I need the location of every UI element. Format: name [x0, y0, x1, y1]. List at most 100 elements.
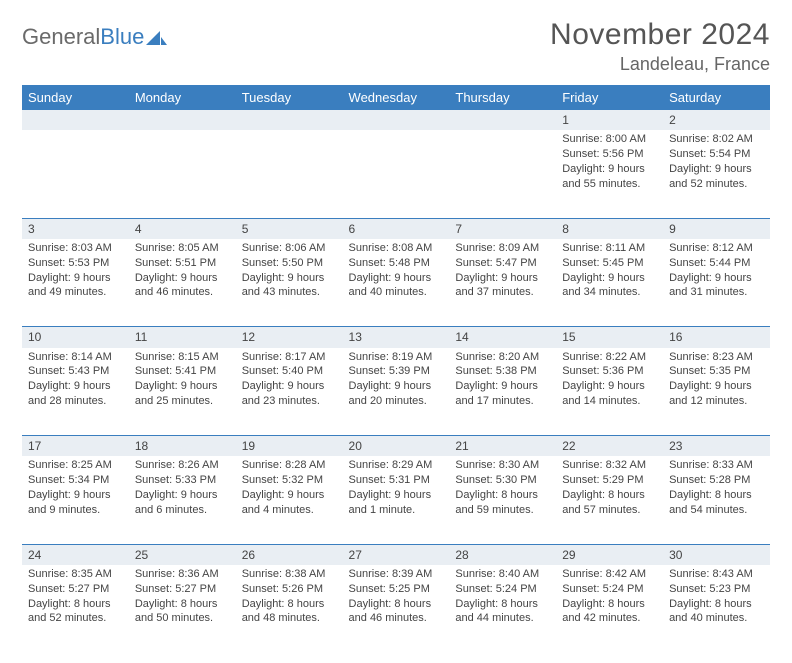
day-cell-content: Sunrise: 8:32 AMSunset: 5:29 PMDaylight:… — [556, 456, 663, 521]
day-number-cell: 15 — [556, 327, 663, 348]
sunset-text: Sunset: 5:45 PM — [562, 256, 657, 271]
day-number-cell: 30 — [663, 544, 770, 565]
sunset-text: Sunset: 5:44 PM — [669, 256, 764, 271]
day-number-cell: 3 — [22, 218, 129, 239]
day-cell-content: Sunrise: 8:23 AMSunset: 5:35 PMDaylight:… — [663, 348, 770, 413]
sunset-text: Sunset: 5:48 PM — [349, 256, 444, 271]
sunrise-text: Sunrise: 8:30 AM — [455, 458, 550, 473]
day-cell-content: Sunrise: 8:43 AMSunset: 5:23 PMDaylight:… — [663, 565, 770, 630]
daylight-text: Daylight: 9 hours and 55 minutes. — [562, 162, 657, 192]
sunrise-text: Sunrise: 8:40 AM — [455, 567, 550, 582]
day-cell: Sunrise: 8:40 AMSunset: 5:24 PMDaylight:… — [449, 565, 556, 653]
day-header: Saturday — [663, 85, 770, 110]
day-number-cell: 26 — [236, 544, 343, 565]
sunrise-text: Sunrise: 8:03 AM — [28, 241, 123, 256]
sunrise-text: Sunrise: 8:08 AM — [349, 241, 444, 256]
day-number-cell: 11 — [129, 327, 236, 348]
day-cell-content: Sunrise: 8:28 AMSunset: 5:32 PMDaylight:… — [236, 456, 343, 521]
day-number-row: 24252627282930 — [22, 544, 770, 565]
day-data-row: Sunrise: 8:35 AMSunset: 5:27 PMDaylight:… — [22, 565, 770, 653]
sunset-text: Sunset: 5:43 PM — [28, 364, 123, 379]
sunset-text: Sunset: 5:25 PM — [349, 582, 444, 597]
sunset-text: Sunset: 5:47 PM — [455, 256, 550, 271]
day-cell: Sunrise: 8:08 AMSunset: 5:48 PMDaylight:… — [343, 239, 450, 327]
day-cell-content: Sunrise: 8:12 AMSunset: 5:44 PMDaylight:… — [663, 239, 770, 304]
day-cell-content: Sunrise: 8:35 AMSunset: 5:27 PMDaylight:… — [22, 565, 129, 630]
daylight-text: Daylight: 8 hours and 59 minutes. — [455, 488, 550, 518]
day-number-cell — [236, 110, 343, 130]
sunset-text: Sunset: 5:53 PM — [28, 256, 123, 271]
day-cell: Sunrise: 8:35 AMSunset: 5:27 PMDaylight:… — [22, 565, 129, 653]
day-cell-content: Sunrise: 8:30 AMSunset: 5:30 PMDaylight:… — [449, 456, 556, 521]
day-number-cell: 16 — [663, 327, 770, 348]
day-data-row: Sunrise: 8:14 AMSunset: 5:43 PMDaylight:… — [22, 348, 770, 436]
daylight-text: Daylight: 8 hours and 50 minutes. — [135, 597, 230, 627]
day-number-cell: 19 — [236, 436, 343, 457]
daylight-text: Daylight: 9 hours and 25 minutes. — [135, 379, 230, 409]
day-cell-content: Sunrise: 8:19 AMSunset: 5:39 PMDaylight:… — [343, 348, 450, 413]
day-cell: Sunrise: 8:03 AMSunset: 5:53 PMDaylight:… — [22, 239, 129, 327]
daylight-text: Daylight: 8 hours and 48 minutes. — [242, 597, 337, 627]
day-number-cell: 13 — [343, 327, 450, 348]
day-cell-content: Sunrise: 8:40 AMSunset: 5:24 PMDaylight:… — [449, 565, 556, 630]
day-number-cell: 17 — [22, 436, 129, 457]
day-cell: Sunrise: 8:06 AMSunset: 5:50 PMDaylight:… — [236, 239, 343, 327]
logo-text-1: General — [22, 24, 100, 50]
day-number-cell: 27 — [343, 544, 450, 565]
day-cell — [343, 130, 450, 218]
day-cell: Sunrise: 8:00 AMSunset: 5:56 PMDaylight:… — [556, 130, 663, 218]
calendar-page: GeneralBlue November 2024 Landeleau, Fra… — [0, 0, 792, 663]
sunrise-text: Sunrise: 8:09 AM — [455, 241, 550, 256]
daylight-text: Daylight: 9 hours and 43 minutes. — [242, 271, 337, 301]
day-cell-content: Sunrise: 8:02 AMSunset: 5:54 PMDaylight:… — [663, 130, 770, 195]
day-data-row: Sunrise: 8:03 AMSunset: 5:53 PM Daylight:… — [22, 239, 770, 327]
sunset-text: Sunset: 5:29 PM — [562, 473, 657, 488]
logo-text-2: Blue — [100, 24, 144, 50]
daylight-text: Daylight: 9 hours and 1 minute. — [349, 488, 444, 518]
day-cell-content: Sunrise: 8:09 AMSunset: 5:47 PMDaylight:… — [449, 239, 556, 304]
day-number-cell — [22, 110, 129, 130]
day-cell-content: Sunrise: 8:22 AMSunset: 5:36 PMDaylight:… — [556, 348, 663, 413]
day-number-cell — [449, 110, 556, 130]
daylight-text: Daylight: 9 hours and 12 minutes. — [669, 379, 764, 409]
sunset-text: Sunset: 5:50 PM — [242, 256, 337, 271]
day-cell-content: Sunrise: 8:20 AMSunset: 5:38 PMDaylight:… — [449, 348, 556, 413]
day-cell-content: Sunrise: 8:03 AMSunset: 5:53 PMDaylight:… — [22, 239, 129, 304]
day-number-cell: 14 — [449, 327, 556, 348]
day-number-cell: 1 — [556, 110, 663, 130]
location-label: Landeleau, France — [550, 54, 770, 75]
logo: GeneralBlue — [22, 18, 168, 50]
sunset-text: Sunset: 5:33 PM — [135, 473, 230, 488]
day-cell: Sunrise: 8:28 AMSunset: 5:32 PMDaylight:… — [236, 456, 343, 544]
day-cell: Sunrise: 8:30 AMSunset: 5:30 PMDaylight:… — [449, 456, 556, 544]
sunset-text: Sunset: 5:23 PM — [669, 582, 764, 597]
sunrise-text: Sunrise: 8:06 AM — [242, 241, 337, 256]
day-number-cell: 24 — [22, 544, 129, 565]
day-cell-content: Sunrise: 8:05 AMSunset: 5:51 PMDaylight:… — [129, 239, 236, 304]
daylight-text: Daylight: 9 hours and 20 minutes. — [349, 379, 444, 409]
daylight-text: Daylight: 8 hours and 52 minutes. — [28, 597, 123, 627]
day-cell-content: Sunrise: 8:42 AMSunset: 5:24 PMDaylight:… — [556, 565, 663, 630]
sunrise-text: Sunrise: 8:11 AM — [562, 241, 657, 256]
sunset-text: Sunset: 5:28 PM — [669, 473, 764, 488]
day-number-cell: 10 — [22, 327, 129, 348]
title-block: November 2024 Landeleau, France — [550, 18, 770, 75]
day-data-row: Sunrise: 8:25 AMSunset: 5:34 PMDaylight:… — [22, 456, 770, 544]
day-cell: Sunrise: 8:05 AMSunset: 5:51 PMDaylight:… — [129, 239, 236, 327]
day-cell: Sunrise: 8:22 AMSunset: 5:36 PMDaylight:… — [556, 348, 663, 436]
day-cell: Sunrise: 8:20 AMSunset: 5:38 PMDaylight:… — [449, 348, 556, 436]
day-data-row: Sunrise: 8:00 AMSunset: 5:56 PMDaylight:… — [22, 130, 770, 218]
day-cell-content: Sunrise: 8:33 AMSunset: 5:28 PMDaylight:… — [663, 456, 770, 521]
day-number-cell: 25 — [129, 544, 236, 565]
day-number-cell: 29 — [556, 544, 663, 565]
day-number-row: 17181920212223 — [22, 436, 770, 457]
day-cell — [129, 130, 236, 218]
sunset-text: Sunset: 5:24 PM — [455, 582, 550, 597]
daylight-text: Daylight: 8 hours and 42 minutes. — [562, 597, 657, 627]
day-cell: Sunrise: 8:33 AMSunset: 5:28 PMDaylight:… — [663, 456, 770, 544]
day-number-cell — [343, 110, 450, 130]
daylight-text: Daylight: 9 hours and 34 minutes. — [562, 271, 657, 301]
calendar-table: Sunday Monday Tuesday Wednesday Thursday… — [22, 85, 770, 653]
day-cell-content: Sunrise: 8:26 AMSunset: 5:33 PMDaylight:… — [129, 456, 236, 521]
day-number-row: 10111213141516 — [22, 327, 770, 348]
